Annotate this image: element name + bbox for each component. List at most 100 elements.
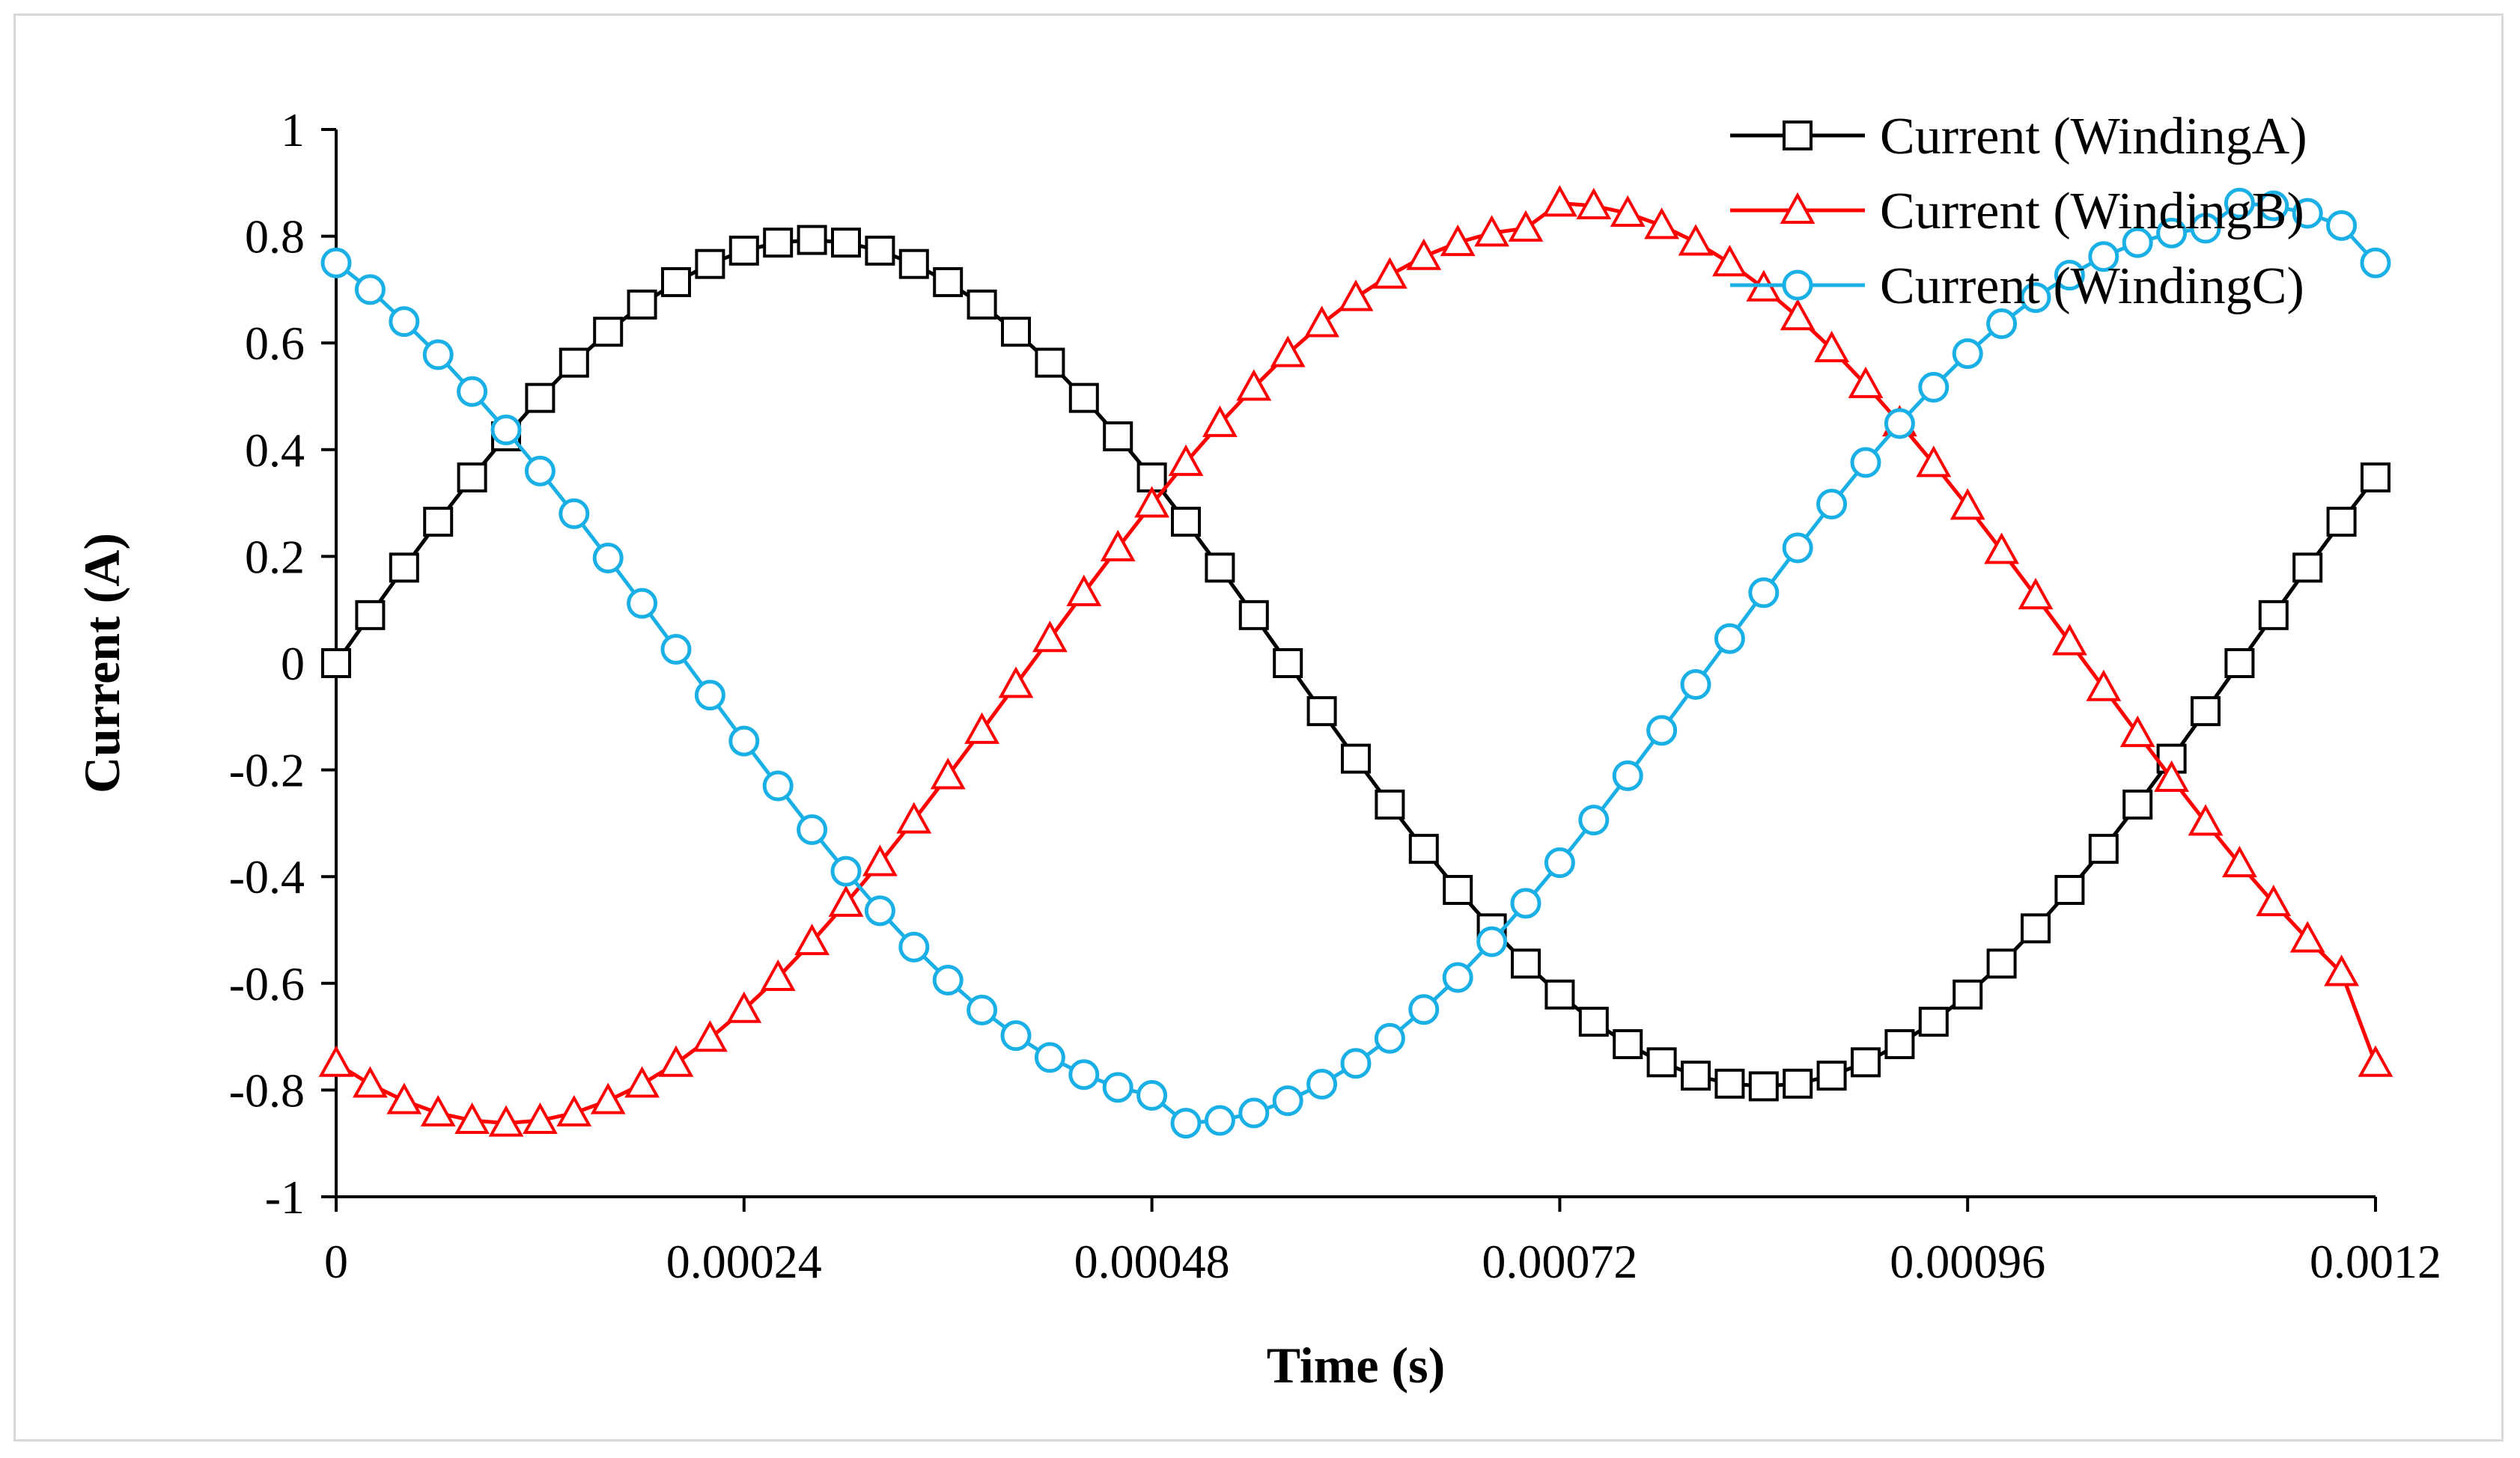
data-point [760,959,796,991]
data-point [1338,279,1374,311]
data-point [828,885,864,917]
data-point [389,306,420,338]
data-point [1032,620,1068,653]
data-point [2086,669,2122,701]
data-point [321,648,351,678]
data-point [1544,847,1575,879]
data-point [762,770,794,802]
data-point [1578,805,1610,836]
data-point [320,247,352,278]
y-tick-label: 1 [281,103,305,156]
x-tick-label: 0.0012 [2310,1235,2441,1288]
x-axis-title: Time (s) [1267,1337,1446,1394]
y-tick-label: 0.6 [245,317,305,370]
chart-frame: 1 0.8 0.6 0.4 0.2 0 -0.2 -0.4 -0.6 -0.8 -1 0 0.0002… [13,13,2504,1442]
data-point [1034,1042,1065,1073]
data-point [2088,834,2119,864]
data-point [1442,962,1473,993]
data-point [1814,330,1849,363]
data-point [423,507,454,537]
data-point [831,228,861,258]
data-point [1986,948,2017,979]
data-point [2191,696,2221,727]
data-point [2119,715,2155,748]
data-point [624,1066,660,1098]
data-point [898,931,930,963]
legend: Current (WindingA) Current (WindingB) Curr… [1730,108,2307,315]
data-point [1780,299,1816,331]
data-point [2052,623,2087,656]
data-point [1714,623,1745,654]
data-point [2222,845,2257,878]
data-point [898,248,929,279]
data-point [726,991,762,1023]
data-point [1035,347,1065,378]
data-point [524,455,556,486]
data-point [1508,210,1544,242]
data-point [1953,979,1983,1010]
y-tick-label: 0 [281,637,305,690]
series-line [335,201,2377,1126]
y-tick-label: 0.8 [245,210,305,263]
axes: 1 0.8 0.6 0.4 0.2 0 -0.2 -0.4 -0.6 -0.8 -1 0 0.0002… [229,103,2441,1288]
data-point [1100,529,1136,561]
data-point [1068,382,1099,413]
data-point [627,289,657,320]
series-layer [318,185,2393,1139]
data-point [1102,1072,1133,1103]
data-point [389,552,419,583]
data-point [763,228,794,258]
data-point [2154,760,2189,793]
data-point [1783,1068,1813,1099]
data-point [2054,875,2085,906]
data-point [1170,1108,1202,1139]
data-point [1644,207,1679,240]
data-point [1918,371,1950,403]
series-line [334,238,2377,1088]
data-point [1171,507,1201,537]
data-point [1238,1097,1270,1129]
data-point [1168,444,1204,476]
data-point [556,1094,592,1127]
data-point [523,1102,558,1135]
data-point [1712,245,1747,277]
data-point [386,1082,422,1114]
data-point [1270,335,1306,367]
x-tick-label: 0.00048 [1074,1235,1230,1288]
data-point [422,339,454,370]
data-point [1273,648,1303,678]
y-tick-label: -0.4 [229,850,305,903]
data-point [1443,875,1473,906]
data-point [1202,405,1238,437]
y-axis-title: Current (A) [73,533,130,793]
data-point [2258,600,2289,630]
data-point [1236,369,1272,401]
data-point [1134,486,1169,518]
data-point [420,1094,456,1127]
data-point [693,1020,728,1052]
data-point [1476,926,1508,957]
data-point [1748,1071,1779,1102]
y-tick-label: -0.6 [229,957,305,1010]
x-tick-label: 0.00024 [666,1235,822,1288]
data-point [1408,834,1439,864]
data-point [1374,1022,1405,1054]
data-point [967,289,997,320]
data-point [2020,282,2051,314]
data-point [1576,187,1612,219]
data-point [1001,317,1031,347]
x-tick-label: 0.00072 [1482,1235,1637,1288]
data-point [1950,488,1985,520]
y-tick-label: 0.2 [245,530,305,583]
data-point [1851,1047,1881,1078]
data-point [1884,1029,1915,1060]
data-point [592,543,624,574]
data-point [2324,954,2359,986]
data-point [2326,507,2357,537]
data-point [1474,215,1509,247]
data-point [2256,885,2292,917]
data-point [1440,225,1476,257]
x-tick-label: 0.00096 [1890,1235,2045,1288]
data-point [457,376,488,407]
data-point [694,680,725,711]
